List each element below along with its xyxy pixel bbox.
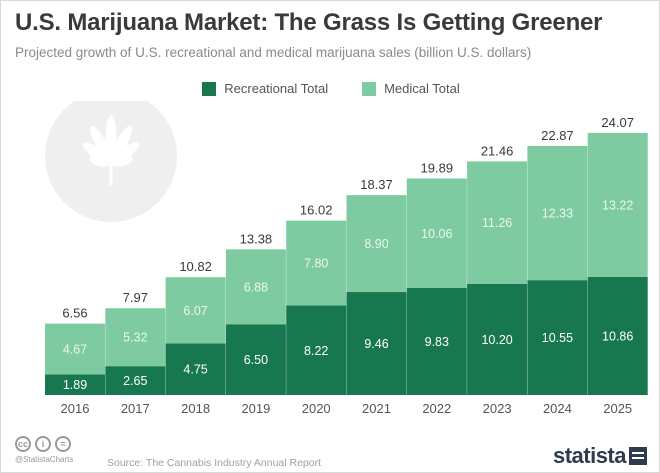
data-label-total: 10.82 — [179, 259, 212, 274]
data-labels: 1.89 4.67 6.56 2.65 5.32 7.97 4.75 6.07 10.82 6.5… — [62, 115, 634, 392]
bar-recreational — [587, 276, 648, 395]
data-label-medical: 11.26 — [482, 216, 512, 230]
data-label-medical: 12.33 — [542, 207, 573, 221]
legend: Recreational Total Medical Total — [1, 81, 660, 96]
bar-recreational — [527, 280, 588, 395]
leaf-leaflet — [89, 154, 112, 167]
bar-recreational — [406, 288, 467, 395]
legend-swatch-recreational — [202, 81, 217, 96]
bar-recreational — [225, 324, 286, 395]
bar-medical — [165, 277, 226, 344]
data-label-total: 19.89 — [421, 160, 454, 175]
bar-medical — [286, 220, 347, 306]
x-axis: 2016 2017 2018 2019 2020 2021 2022 2023 2024 2025 — [61, 401, 633, 416]
bar-medical — [527, 145, 588, 281]
leaf-leaflet — [110, 154, 133, 167]
bar-chart: 1.89 4.67 6.56 2.65 5.32 7.97 4.75 6.07 10.82 6.5… — [45, 101, 648, 416]
legend-label-medical: Medical Total — [384, 81, 460, 96]
equals-icon: = — [55, 436, 71, 452]
data-label-total: 22.87 — [541, 128, 574, 143]
bar-medical — [225, 249, 286, 325]
statista-wordmark: statista — [552, 443, 627, 468]
bar-recreational — [286, 305, 347, 395]
data-label-recreational: 9.46 — [364, 337, 388, 351]
data-label-recreational: 1.89 — [63, 378, 87, 392]
bar-medical — [587, 132, 648, 277]
source-note: Source: The Cannabis Industry Annual Rep… — [107, 457, 322, 469]
bar-recreational — [165, 343, 226, 395]
x-tick-label: 2024 — [543, 401, 572, 416]
data-label-recreational: 2.65 — [123, 374, 147, 388]
statista-logo[interactable]: statista — [553, 443, 647, 469]
x-tick-label: 2025 — [603, 401, 632, 416]
data-label-medical: 4.67 — [63, 343, 87, 357]
data-label-recreational: 4.75 — [183, 363, 207, 377]
bar-medical — [346, 195, 407, 293]
leaf-leaflet — [109, 125, 132, 164]
data-label-medical: 8.90 — [364, 237, 388, 251]
data-label-medical: 6.07 — [183, 304, 207, 318]
data-label-recreational: 8.22 — [304, 344, 328, 358]
x-tick-label: 2021 — [362, 401, 391, 416]
data-label-medical: 13.22 — [602, 198, 633, 212]
bar-recreational — [45, 374, 105, 395]
data-label-recreational: 6.50 — [244, 353, 268, 367]
leaf-stem — [109, 163, 113, 185]
chart-subtitle: Projected growth of U.S. recreational an… — [15, 45, 532, 60]
data-label-total: 16.02 — [300, 203, 333, 218]
statista-flag-icon — [629, 447, 647, 465]
data-label-total: 6.56 — [62, 306, 87, 321]
x-tick-label: 2022 — [422, 401, 451, 416]
bar-medical — [105, 308, 166, 367]
x-tick-label: 2017 — [121, 401, 150, 416]
by-icon: i — [35, 436, 51, 452]
bar-recreational — [467, 283, 528, 395]
data-label-recreational: 9.83 — [425, 335, 449, 349]
legend-swatch-medical — [362, 81, 377, 96]
x-tick-label: 2019 — [241, 401, 270, 416]
data-label-total: 21.46 — [481, 143, 514, 158]
bar-medical — [45, 323, 105, 375]
data-label-recreational: 10.55 — [542, 331, 573, 345]
bars — [45, 132, 648, 395]
data-label-medical: 5.32 — [123, 331, 147, 345]
bar-recreational — [346, 292, 407, 395]
bar-medical — [406, 178, 467, 289]
data-label-medical: 6.88 — [244, 280, 268, 294]
data-label-medical: 7.80 — [304, 257, 328, 271]
data-label-recreational: 10.20 — [481, 333, 512, 347]
cannabis-leaf-icon — [45, 101, 177, 222]
data-label-total: 18.37 — [360, 177, 393, 192]
data-label-recreational: 10.86 — [602, 329, 633, 343]
leaf-leaflet — [90, 125, 113, 164]
bar-medical — [467, 161, 528, 284]
statista-credit[interactable]: @StatistaCharts — [15, 455, 74, 464]
data-label-total: 24.07 — [601, 115, 634, 130]
data-label-medical: 10.06 — [421, 227, 452, 241]
data-label-total: 7.97 — [123, 290, 148, 305]
bar-recreational — [105, 366, 166, 395]
data-label-total: 13.38 — [240, 231, 273, 246]
footer: cc i = @StatistaCharts Source: The Canna… — [15, 433, 647, 469]
leaf-shape — [82, 115, 140, 185]
legend-label-recreational: Recreational Total — [224, 81, 329, 96]
x-tick-label: 2016 — [61, 401, 90, 416]
cc-icon: cc — [15, 436, 31, 452]
x-tick-label: 2023 — [483, 401, 512, 416]
chart-title: U.S. Marijuana Market: The Grass Is Gett… — [15, 9, 603, 36]
x-tick-label: 2020 — [302, 401, 331, 416]
legend-item-recreational[interactable]: Recreational Total — [202, 81, 328, 96]
x-tick-label: 2018 — [181, 401, 210, 416]
legend-item-medical[interactable]: Medical Total — [362, 81, 460, 96]
